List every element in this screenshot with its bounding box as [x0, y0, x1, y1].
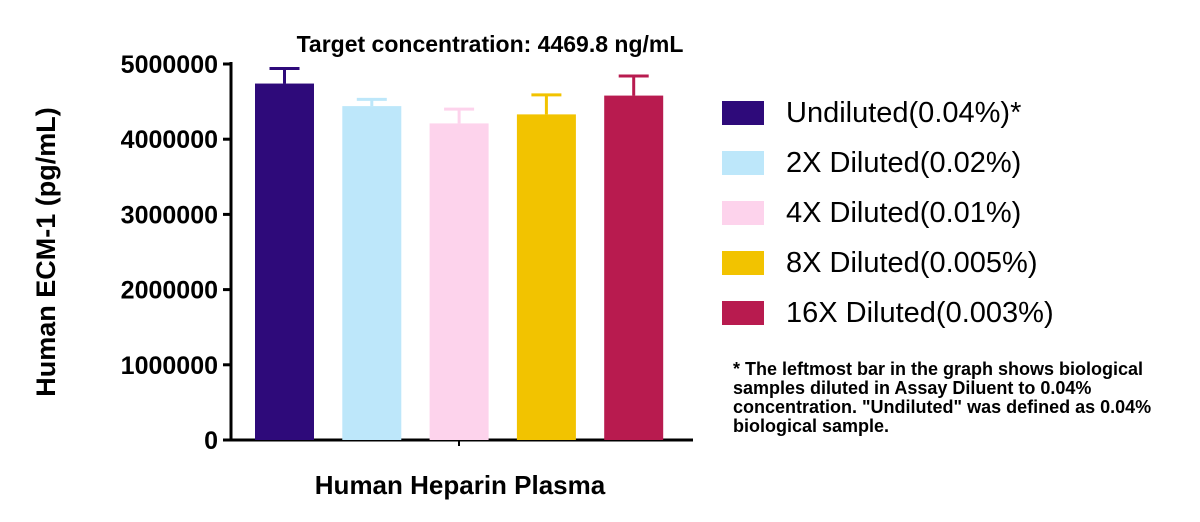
legend-item: 2X Diluted(0.02%) — [722, 138, 1054, 188]
legend-item: 8X Diluted(0.005%) — [722, 238, 1054, 288]
y-tick-label: 4000000 — [121, 126, 218, 154]
y-tick-label: 3000000 — [121, 201, 218, 229]
y-tick-label: 0 — [204, 427, 218, 455]
bar — [429, 123, 489, 441]
legend-label: 4X Diluted(0.01%) — [786, 196, 1022, 229]
legend-swatch — [722, 201, 764, 225]
bar — [604, 95, 664, 441]
y-tick-label: 2000000 — [121, 277, 218, 305]
bars — [255, 67, 664, 441]
footnote: * The leftmost bar in the graph shows bi… — [733, 359, 1152, 436]
legend-label: 2X Diluted(0.02%) — [786, 146, 1022, 179]
legend-item: 4X Diluted(0.01%) — [722, 188, 1054, 238]
y-axis-label: Human ECM-1 (pg/mL) — [31, 107, 61, 397]
legend-item: Undiluted(0.04%)* — [722, 88, 1054, 138]
bar-group — [429, 107, 489, 441]
y-tick-label: 1000000 — [121, 352, 218, 380]
legend-label: 8X Diluted(0.005%) — [786, 246, 1038, 279]
bar-group — [342, 97, 402, 440]
bar-chart: Target concentration: 4469.8 ng/mL Human… — [31, 31, 693, 500]
chart-title: Target concentration: 4469.8 ng/mL — [297, 31, 684, 57]
bar-group — [516, 93, 576, 440]
bar — [255, 83, 314, 440]
legend-label: 16X Diluted(0.003%) — [786, 296, 1054, 329]
y-tick-label: 5000000 — [121, 51, 218, 79]
bar — [516, 114, 576, 440]
legend-swatch — [722, 251, 764, 275]
legend-label: Undiluted(0.04%)* — [786, 96, 1022, 129]
legend-swatch — [722, 301, 764, 325]
legend-item: 16X Diluted(0.003%) — [722, 288, 1054, 338]
bar-group — [255, 67, 314, 440]
bar-group — [604, 74, 664, 441]
bar — [342, 106, 402, 440]
y-ticks: 0 1000000 2000000 3000000 4000000 5000000 — [121, 51, 231, 455]
x-axis-label: Human Heparin Plasma — [315, 470, 606, 500]
legend-swatch — [722, 151, 764, 175]
legend: Undiluted(0.04%)* 2X Diluted(0.02%) 4X Dil… — [722, 88, 1054, 338]
legend-swatch — [722, 101, 764, 125]
